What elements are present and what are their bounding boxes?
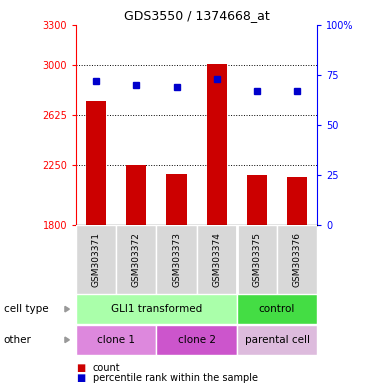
Text: GSM303374: GSM303374 bbox=[212, 232, 221, 286]
Title: GDS3550 / 1374668_at: GDS3550 / 1374668_at bbox=[124, 9, 269, 22]
Bar bbox=[237, 295, 317, 324]
Bar bbox=[167, 174, 187, 225]
Bar bbox=[126, 165, 147, 225]
Text: ■: ■ bbox=[76, 373, 85, 383]
Bar bbox=[157, 325, 237, 354]
Bar bbox=[237, 325, 317, 354]
Text: GSM303371: GSM303371 bbox=[92, 232, 101, 287]
Polygon shape bbox=[65, 306, 69, 312]
Bar bbox=[247, 175, 267, 225]
Text: GSM303376: GSM303376 bbox=[293, 232, 302, 287]
Text: other: other bbox=[4, 335, 32, 345]
Bar bbox=[207, 64, 227, 225]
Text: cell type: cell type bbox=[4, 304, 48, 314]
Polygon shape bbox=[65, 337, 69, 343]
Bar bbox=[76, 295, 237, 324]
Text: GSM303375: GSM303375 bbox=[252, 232, 262, 287]
Text: clone 2: clone 2 bbox=[178, 335, 216, 345]
Text: clone 1: clone 1 bbox=[97, 335, 135, 345]
Text: count: count bbox=[93, 363, 120, 373]
Text: GSM303373: GSM303373 bbox=[172, 232, 181, 287]
Bar bbox=[116, 225, 157, 294]
Bar bbox=[86, 101, 106, 225]
Text: parental cell: parental cell bbox=[244, 335, 309, 345]
Bar bbox=[76, 325, 157, 354]
Text: GLI1 transformed: GLI1 transformed bbox=[111, 304, 202, 314]
Text: ■: ■ bbox=[76, 363, 85, 373]
Bar bbox=[197, 225, 237, 294]
Bar bbox=[277, 225, 317, 294]
Bar bbox=[76, 225, 116, 294]
Bar bbox=[237, 225, 277, 294]
Bar bbox=[157, 225, 197, 294]
Text: GSM303372: GSM303372 bbox=[132, 232, 141, 286]
Bar bbox=[287, 177, 307, 225]
Text: percentile rank within the sample: percentile rank within the sample bbox=[93, 373, 258, 383]
Text: control: control bbox=[259, 304, 295, 314]
